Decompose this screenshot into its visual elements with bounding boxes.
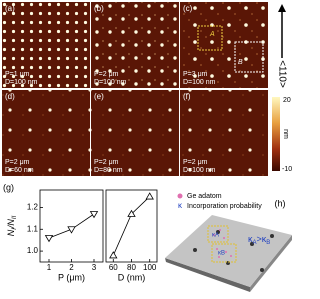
afm-dots bbox=[91, 2, 179, 88]
panel-label: (a) bbox=[5, 4, 15, 13]
afm-dots bbox=[2, 2, 90, 88]
y-axis-label: NI/NII bbox=[6, 215, 17, 236]
plate-edge bbox=[165, 258, 250, 292]
pit bbox=[270, 234, 274, 238]
series-line bbox=[48, 213, 95, 239]
d-label: D=100 nm bbox=[183, 167, 216, 174]
y-tick-label: 1.1 bbox=[27, 224, 39, 233]
afm-dots bbox=[180, 2, 268, 88]
kappa-relation: κA>κB bbox=[248, 234, 270, 245]
colorbar-min: -10 bbox=[282, 166, 292, 173]
p-label: P=2 μm bbox=[5, 159, 30, 166]
region-b bbox=[211, 243, 237, 263]
d-label: D=80 nm bbox=[94, 167, 123, 174]
panel-label: (b) bbox=[94, 4, 104, 13]
x-tick-label: 2 bbox=[69, 263, 74, 272]
plot-frame bbox=[105, 189, 158, 263]
marker bbox=[145, 192, 154, 200]
marker bbox=[67, 226, 76, 234]
panel-label: (e) bbox=[94, 92, 104, 101]
p-label: P=1 μm bbox=[5, 71, 30, 78]
colorbar-max: 20 bbox=[283, 97, 291, 104]
panel-label: (f) bbox=[183, 92, 191, 101]
d-label: D=100 nm bbox=[183, 79, 216, 86]
y-label-part: I bbox=[12, 228, 18, 230]
marker bbox=[127, 209, 136, 217]
marker bbox=[89, 211, 99, 219]
y-label-part: /N bbox=[6, 219, 16, 230]
box-b-label: B bbox=[238, 59, 243, 66]
x-tick-label: 100 bbox=[143, 263, 157, 272]
rel-part: >κ bbox=[257, 234, 267, 244]
marker bbox=[44, 235, 54, 243]
rel-part: κ bbox=[248, 234, 253, 244]
kappa-a: κA bbox=[212, 233, 219, 239]
p-label: P=2 μm bbox=[94, 71, 119, 78]
direction-label: <110> bbox=[276, 60, 287, 88]
panel-label: (h) bbox=[275, 198, 286, 208]
p-label: P=3 μm bbox=[183, 71, 208, 78]
afm-dots bbox=[91, 90, 179, 176]
x-axis-label: P (μm) bbox=[58, 272, 85, 282]
x-tick-label: 3 bbox=[92, 263, 97, 272]
box-a bbox=[197, 25, 223, 51]
marker bbox=[109, 251, 118, 259]
series-line bbox=[112, 196, 150, 256]
schematic: κA κB Ge adatom κ Incorporation probabil… bbox=[165, 193, 292, 292]
pit bbox=[216, 230, 220, 234]
afm-panels: (a)P=1 μmD=100 nm(b)P=2 μmD=100 nm(c)P=3… bbox=[2, 2, 268, 176]
box-b bbox=[234, 41, 264, 73]
arrow-head bbox=[278, 4, 286, 12]
y-label-part: N bbox=[6, 229, 16, 236]
plate bbox=[165, 215, 292, 287]
region-a bbox=[207, 225, 229, 243]
figure: (a)P=1 μmD=100 nm(b)P=2 μmD=100 nm(c)P=3… bbox=[2, 2, 292, 292]
y-tick-label: 1.0 bbox=[27, 246, 39, 255]
x-axis-label: D (nm) bbox=[118, 272, 146, 282]
pit bbox=[260, 268, 264, 272]
p-label: P=2 μm bbox=[94, 159, 119, 166]
x-tick-label: 1 bbox=[47, 263, 52, 272]
plot-frame bbox=[39, 189, 104, 263]
pit bbox=[193, 248, 197, 252]
d-label: D=60 nm bbox=[5, 167, 34, 174]
pit bbox=[250, 242, 254, 246]
legend-text: Incorporation probability bbox=[187, 203, 262, 210]
legend-dot bbox=[177, 193, 183, 199]
colorbar-unit: nm bbox=[282, 129, 289, 139]
panel-label: (d) bbox=[5, 92, 15, 101]
panel-label: (g) bbox=[3, 182, 14, 192]
p-label: P=2 μm bbox=[183, 159, 208, 166]
afm-dots bbox=[2, 90, 90, 176]
colorbar bbox=[272, 97, 280, 171]
d-label: D=100 nm bbox=[5, 79, 38, 86]
legend-text: Ge adatom bbox=[187, 193, 222, 200]
rel-part: B bbox=[266, 240, 270, 246]
x-tick-label: 60 bbox=[109, 263, 118, 272]
legend-symbol: κ bbox=[178, 201, 183, 210]
afm-dots bbox=[180, 90, 268, 176]
panel-label: (c) bbox=[183, 4, 193, 13]
plate-edge bbox=[250, 235, 292, 292]
d-label: D=100 nm bbox=[94, 79, 127, 86]
box-a-label: A bbox=[209, 31, 215, 38]
kappa-b: κB bbox=[218, 251, 225, 257]
rel-part: A bbox=[253, 240, 257, 246]
x-tick-label: 80 bbox=[127, 263, 136, 272]
adatoms bbox=[213, 229, 232, 258]
y-label-part: II bbox=[12, 215, 18, 219]
y-tick-label: 1.2 bbox=[27, 203, 39, 212]
